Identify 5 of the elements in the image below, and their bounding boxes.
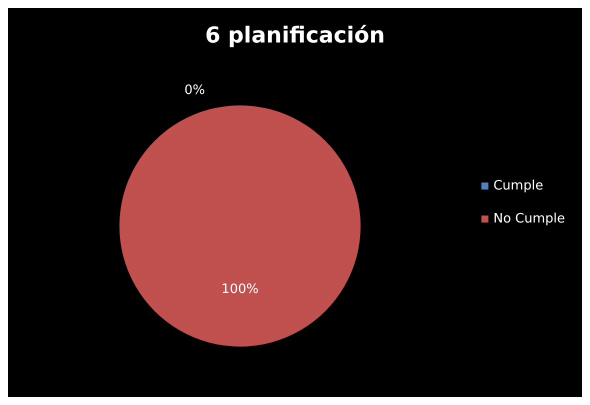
- legend-label: Cumple: [493, 178, 544, 194]
- chart-title: 6 planificación: [205, 24, 385, 48]
- text: 0%: [184, 82, 205, 98]
- legend-label: No Cumple: [493, 212, 566, 226]
- data-label: 100%: [221, 282, 259, 297]
